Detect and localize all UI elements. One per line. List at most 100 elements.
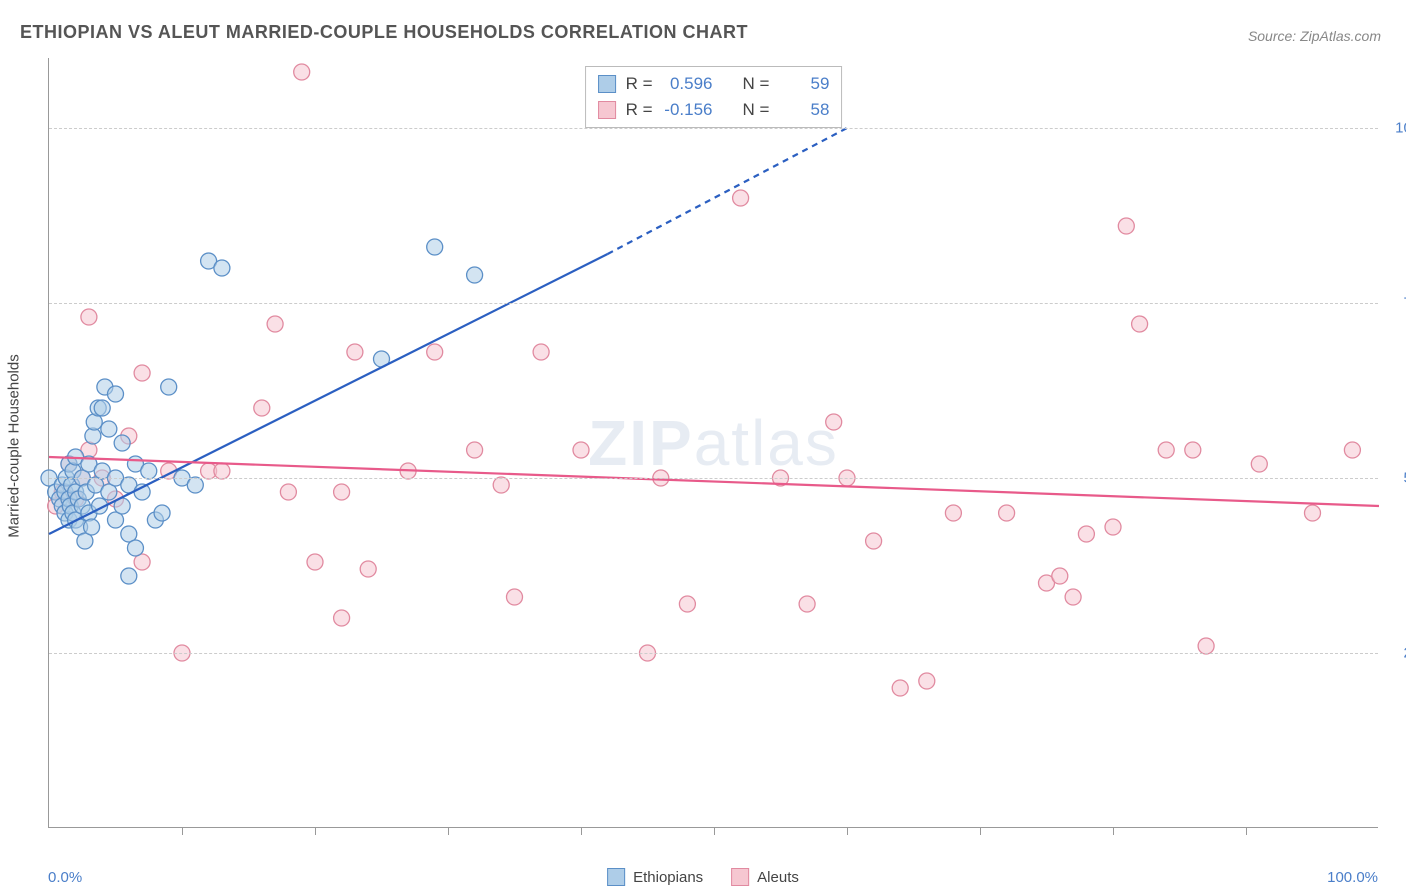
scatter-point: [892, 680, 908, 696]
scatter-point: [214, 463, 230, 479]
scatter-point: [108, 386, 124, 402]
scatter-point: [826, 414, 842, 430]
x-tick: [581, 827, 582, 835]
scatter-point: [114, 435, 130, 451]
y-tick-label: 75.0%: [1386, 295, 1406, 312]
scatter-point: [493, 477, 509, 493]
legend-N-label: N =: [743, 97, 770, 123]
scatter-point: [1185, 442, 1201, 458]
y-tick-label: 25.0%: [1386, 645, 1406, 662]
legend-R-label: R =: [626, 97, 653, 123]
chart-title: ETHIOPIAN VS ALEUT MARRIED-COUPLE HOUSEH…: [20, 22, 748, 43]
legend-N-label: N =: [743, 71, 770, 97]
swatch-aleuts: [731, 868, 749, 886]
scatter-point: [1065, 589, 1081, 605]
legend-N-value-0: 59: [779, 71, 829, 97]
scatter-point: [84, 519, 100, 535]
scatter-point: [919, 673, 935, 689]
x-axis-max-label: 100.0%: [1327, 869, 1378, 886]
scatter-point: [1052, 568, 1068, 584]
legend-item-ethiopians: Ethiopians: [607, 868, 703, 886]
gridline: [49, 128, 1378, 129]
scatter-point: [94, 400, 110, 416]
scatter-point: [679, 596, 695, 612]
scatter-point: [1105, 519, 1121, 535]
gridline: [49, 478, 1378, 479]
scatter-point: [866, 533, 882, 549]
scatter-point: [267, 316, 283, 332]
scatter-point: [1158, 442, 1174, 458]
scatter-point: [1344, 442, 1360, 458]
gridline: [49, 303, 1378, 304]
x-tick: [1113, 827, 1114, 835]
legend-label-aleuts: Aleuts: [757, 869, 799, 886]
x-tick: [714, 827, 715, 835]
scatter-point: [1251, 456, 1267, 472]
scatter-point: [294, 64, 310, 80]
source-label: Source: ZipAtlas.com: [1248, 28, 1381, 44]
x-tick: [315, 827, 316, 835]
correlation-legend: R = 0.596 N = 59 R = -0.156 N = 58: [585, 66, 843, 128]
scatter-point: [154, 505, 170, 521]
legend-row-ethiopians: R = 0.596 N = 59: [598, 71, 830, 97]
scatter-point: [141, 463, 157, 479]
trend-line-extrapolated: [608, 128, 847, 254]
gridline: [49, 653, 1378, 654]
scatter-point: [799, 596, 815, 612]
x-tick: [1246, 827, 1247, 835]
x-tick: [847, 827, 848, 835]
legend-row-aleuts: R = -0.156 N = 58: [598, 97, 830, 123]
scatter-point: [945, 505, 961, 521]
scatter-point: [161, 379, 177, 395]
scatter-point: [121, 568, 137, 584]
scatter-point: [1132, 316, 1148, 332]
scatter-point: [427, 344, 443, 360]
scatter-point: [214, 260, 230, 276]
x-tick: [448, 827, 449, 835]
scatter-svg: [49, 58, 1378, 827]
scatter-point: [1118, 218, 1134, 234]
scatter-point: [334, 610, 350, 626]
scatter-point: [1198, 638, 1214, 654]
scatter-point: [507, 589, 523, 605]
scatter-point: [467, 442, 483, 458]
scatter-point: [733, 190, 749, 206]
chart-plot-area: ZIPatlas R = 0.596 N = 59 R = -0.156 N =…: [48, 58, 1378, 828]
swatch-ethiopians: [598, 75, 616, 93]
scatter-point: [334, 484, 350, 500]
scatter-point: [134, 365, 150, 381]
scatter-point: [533, 344, 549, 360]
trend-line: [49, 457, 1379, 506]
legend-item-aleuts: Aleuts: [731, 868, 799, 886]
scatter-point: [307, 554, 323, 570]
scatter-point: [1078, 526, 1094, 542]
swatch-aleuts: [598, 101, 616, 119]
scatter-point: [347, 344, 363, 360]
y-tick-label: 50.0%: [1386, 470, 1406, 487]
scatter-point: [360, 561, 376, 577]
scatter-point: [280, 484, 296, 500]
scatter-point: [427, 239, 443, 255]
scatter-point: [1305, 505, 1321, 521]
scatter-point: [81, 309, 97, 325]
x-tick: [980, 827, 981, 835]
scatter-point: [999, 505, 1015, 521]
scatter-point: [101, 421, 117, 437]
scatter-point: [187, 477, 203, 493]
x-tick: [182, 827, 183, 835]
scatter-point: [127, 540, 143, 556]
legend-R-value-1: -0.156: [663, 97, 713, 123]
scatter-point: [573, 442, 589, 458]
trend-line: [49, 254, 608, 534]
legend-N-value-1: 58: [779, 97, 829, 123]
legend-R-label: R =: [626, 71, 653, 97]
scatter-point: [254, 400, 270, 416]
swatch-ethiopians: [607, 868, 625, 886]
legend-R-value-0: 0.596: [663, 71, 713, 97]
series-legend: Ethiopians Aleuts: [607, 868, 799, 886]
y-tick-label: 100.0%: [1386, 120, 1406, 137]
y-axis-label: Married-couple Households: [6, 354, 23, 537]
legend-label-ethiopians: Ethiopians: [633, 869, 703, 886]
x-axis-min-label: 0.0%: [48, 869, 82, 886]
scatter-point: [467, 267, 483, 283]
